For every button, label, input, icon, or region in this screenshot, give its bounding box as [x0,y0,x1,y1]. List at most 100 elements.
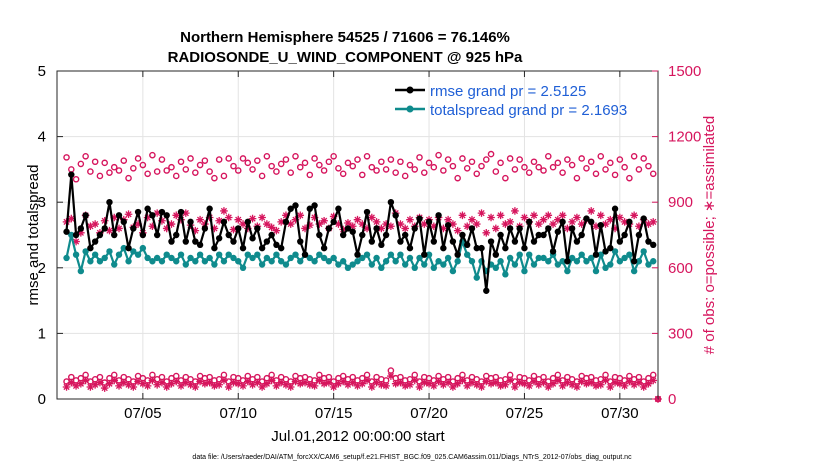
obs-possible-upper-marker [292,152,299,160]
y-right-tick-label: 1500 [668,63,701,80]
x-axis-label: Jul.01,2012 00:00:00 start [271,428,445,445]
totalspread-point [68,231,75,239]
totalspread-point [158,258,166,265]
obs-assimilated-lower-marker [406,380,414,389]
obs-assimilated-lower-marker [573,383,581,391]
obs-assimilated-lower-marker [229,378,238,387]
obs-assimilated-lower-marker [296,379,305,388]
rmse-point [354,251,361,258]
totalspread-point [63,254,70,262]
rmse-point [287,205,294,212]
totalspread-point [330,254,337,262]
obs-assimilated-lower-marker [263,379,271,388]
obs-assimilated-upper-marker [439,224,448,233]
rmse-point [449,238,457,245]
obs-assimilated-upper-marker [243,224,252,233]
obs-possible-upper-marker [234,167,242,174]
obs-assimilated-lower-marker [243,377,252,386]
obs-assimilated-lower-marker [100,384,109,392]
obs-assimilated-lower-marker [568,380,576,389]
rmse-point [616,238,624,245]
obs-assimilated-lower-marker [129,383,138,391]
totalspread-point [611,248,619,255]
obs-assimilated-lower-marker [196,377,204,386]
obs-possible-upper-marker [621,163,628,171]
data-series [63,171,657,294]
obs-assimilated-lower-marker [110,376,119,385]
obs-assimilated-lower-marker [415,383,424,391]
obs-assimilated-lower-marker [124,380,133,389]
totalspread-point [406,254,414,262]
obs-assimilated-upper-marker [372,218,381,226]
totalspread-point [258,261,266,268]
obs-possible-upper-marker [444,156,452,163]
obs-assimilated-upper-marker [115,224,123,233]
totalspread-point [325,258,333,265]
totalspread-point [440,261,447,268]
obs-assimilated-lower-marker [329,383,338,391]
rmse-point [87,244,94,252]
obs-assimilated-lower-marker [115,382,123,390]
rmse-point [111,231,118,239]
obs-possible-upper-marker [206,168,213,175]
obs-possible-upper-marker [449,162,457,170]
obs-assimilated-lower-marker [453,379,462,388]
rmse-point [277,244,285,252]
rmse-point [411,225,418,232]
rmse-point [559,218,566,226]
obs-possible-upper-marker [530,158,538,166]
totalspread-point [77,267,85,275]
rmse-point [578,231,585,239]
totalspread-point [497,258,504,265]
obs-possible-upper-marker [416,154,423,161]
obs-assimilated-lower-marker [472,380,481,389]
obs-possible-upper-marker [492,168,500,175]
obs-assimilated-upper-marker [234,215,243,224]
totalspread-point [435,258,442,265]
obs-assimilated-lower-marker [301,378,309,387]
totalspread-point [349,261,356,268]
totalspread-point [626,251,633,258]
rmse-point [602,248,609,255]
rmse-point [397,238,404,245]
obs-possible-upper-marker [273,168,280,175]
totalspread-point [149,258,156,265]
rmse-point [344,225,352,232]
totalspread-point [564,267,571,275]
rmse-point [640,215,647,222]
obs-possible-upper-marker [82,152,89,160]
rmse-point [182,238,189,245]
obs-assimilated-lower-marker [511,383,519,391]
rmse-point [206,205,213,212]
obs-possible-upper-marker [220,172,228,180]
obs-assimilated-upper-marker [377,224,386,233]
obs-assimilated-lower-marker [434,377,443,386]
legend: rmse grand pr = 2.5125 totalspread grand… [395,83,627,119]
rmse-point [435,212,442,219]
obs-possible-upper-marker [230,162,237,170]
obs-assimilated-upper-marker [296,211,305,220]
rmse-point [144,205,151,212]
obs-assimilated-upper-marker [630,211,638,220]
obs-assimilated-lower-marker [530,377,538,386]
totalspread-point [91,251,99,258]
totalspread-point [387,251,395,258]
obs-possible-upper-marker [172,172,180,180]
totalspread-point [392,258,399,265]
legend-spread-marker [406,105,414,113]
obs-possible-upper-marker [578,155,585,162]
obs-possible-upper-marker [244,159,252,167]
rmse-point [106,199,113,206]
totalspread-point [215,251,223,258]
obs-assimilated-upper-marker [611,224,619,233]
rmse-point [425,218,433,226]
obs-assimilated-lower-marker [477,383,486,391]
rmse-point [120,218,127,226]
totalspread-point [335,261,342,268]
obs-assimilated-upper-marker [124,210,133,219]
rmse-point [235,225,242,232]
obs-assimilated-upper-marker [482,229,491,237]
obs-assimilated-upper-marker [72,237,80,246]
obs-possible-upper-marker [607,159,614,167]
obs-assimilated-lower-marker [449,383,457,391]
